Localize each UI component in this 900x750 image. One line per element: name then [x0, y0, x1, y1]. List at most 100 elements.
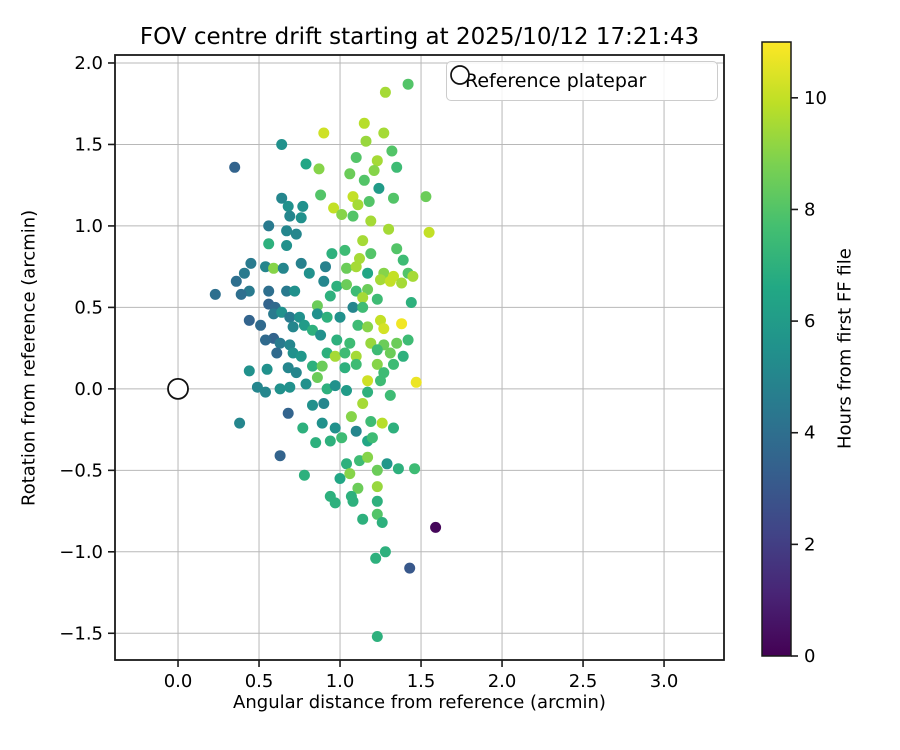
- scatter-point: [347, 191, 359, 203]
- scatter-point: [384, 347, 396, 359]
- scatter-point: [284, 381, 296, 393]
- scatter-point: [321, 311, 333, 323]
- scatter-point: [318, 127, 330, 139]
- scatter-point: [344, 168, 356, 180]
- scatter-point: [350, 261, 362, 273]
- scatter-point: [260, 386, 271, 398]
- scatter-point: [352, 319, 364, 331]
- legend: Reference platepar: [446, 61, 718, 101]
- scatter-point: [376, 417, 388, 429]
- scatter-point: [362, 375, 374, 387]
- scatter-point: [423, 226, 435, 238]
- scatter-point: [235, 288, 247, 300]
- scatter-point: [341, 279, 352, 291]
- scatter-point: [396, 277, 408, 289]
- scatter-point: [329, 380, 341, 392]
- scatter-point: [274, 383, 286, 395]
- scatter-point: [378, 127, 390, 139]
- scatter-point: [284, 210, 296, 222]
- scatter-point: [311, 300, 323, 312]
- scatter-point: [339, 347, 351, 359]
- y-tick-label: 2.0: [74, 53, 103, 74]
- scatter-point: [324, 290, 336, 302]
- scatter-point: [347, 301, 359, 313]
- scatter-point: [274, 337, 286, 349]
- scatter-point: [245, 257, 257, 269]
- scatter-point: [373, 182, 385, 194]
- scatter-point: [350, 350, 362, 362]
- scatter-point: [368, 165, 380, 176]
- scatter-point: [263, 238, 275, 250]
- scatter-point: [307, 324, 318, 336]
- y-tick-label: 0.0: [74, 379, 103, 400]
- scatter-point: [289, 285, 301, 297]
- scatter-point: [268, 262, 280, 274]
- scatter-point: [371, 293, 383, 305]
- scatter-point: [298, 319, 310, 331]
- scatter-point: [404, 562, 416, 574]
- colorbar: [761, 41, 792, 657]
- scatter-point: [397, 350, 409, 362]
- scatter-point: [371, 631, 383, 642]
- scatter-point: [295, 350, 307, 362]
- scatter-point: [366, 432, 378, 444]
- scatter-point: [402, 334, 414, 346]
- scatter-point: [358, 117, 370, 129]
- scatter-point: [362, 284, 374, 295]
- scatter-point: [341, 262, 352, 274]
- scatter-point: [284, 311, 296, 323]
- scatter-point: [362, 386, 374, 398]
- colorbar-tick-label: 8: [804, 199, 815, 220]
- scatter-point: [287, 321, 299, 333]
- scatter-point: [350, 152, 362, 163]
- scatter-point: [391, 243, 403, 255]
- colorbar-tick-label: 6: [804, 311, 815, 332]
- scatter-point: [430, 521, 442, 533]
- y-tick-label: 1.5: [74, 134, 103, 155]
- scatter-point: [300, 378, 312, 390]
- scatter-point: [298, 469, 310, 481]
- scatter-point: [358, 174, 370, 186]
- scatter-point: [378, 323, 390, 335]
- scatter-point: [313, 163, 325, 175]
- scatter-point: [362, 451, 374, 463]
- scatter-point: [297, 422, 309, 434]
- scatter-point: [420, 191, 432, 203]
- colorbar-label: Hours from first FF file: [834, 248, 856, 450]
- scatter-point: [276, 306, 288, 318]
- scatter-point: [243, 314, 255, 326]
- colorbar-tick-label: 4: [804, 423, 815, 444]
- y-tick-label: −1.5: [59, 623, 103, 644]
- scatter-point: [371, 155, 383, 167]
- scatter-point: [371, 344, 383, 356]
- colorbar-tick-label: 0: [804, 646, 815, 667]
- scatter-point: [326, 248, 338, 260]
- scatter-point: [357, 513, 369, 525]
- reference-marker-icon: [450, 65, 470, 85]
- scatter-point: [352, 199, 364, 211]
- scatter-point: [375, 274, 386, 286]
- x-tick-label: 2.0: [488, 671, 517, 692]
- y-tick-label: −1.0: [59, 542, 103, 563]
- scatter-point: [329, 497, 341, 509]
- scatter-point: [376, 517, 388, 528]
- scatter-point: [336, 432, 348, 444]
- scatter-point: [282, 407, 294, 419]
- scatter-point: [347, 210, 359, 222]
- x-tick-label: 3.0: [650, 671, 679, 692]
- scatter-point: [315, 329, 327, 341]
- scatter-point: [307, 360, 318, 372]
- y-tick-label: 1.0: [74, 216, 103, 237]
- scatter-point: [339, 362, 351, 374]
- scatter-point: [303, 267, 315, 279]
- scatter-point: [365, 215, 377, 227]
- scatter-point: [384, 389, 396, 401]
- scatter-point: [350, 358, 362, 370]
- x-tick-label: 0.0: [164, 671, 193, 692]
- scatter-point: [230, 275, 242, 287]
- scatter-point: [243, 365, 255, 377]
- scatter-point: [357, 398, 369, 409]
- scatter-point: [386, 145, 398, 157]
- scatter-point: [276, 192, 288, 204]
- scatter-point: [334, 473, 346, 484]
